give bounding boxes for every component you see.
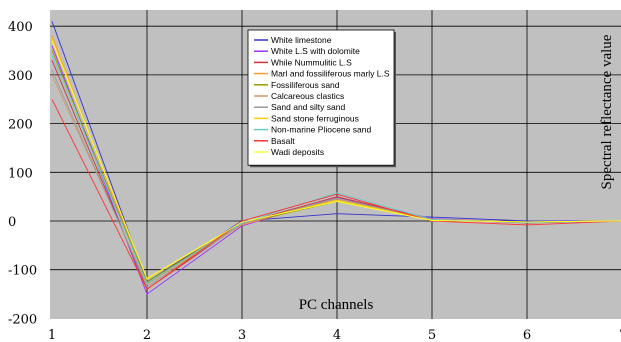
y-tick-label-2: 300 [8, 69, 33, 84]
x-tick-labels: 1234567 [48, 328, 621, 342]
legend-label-1: White limestone [271, 35, 332, 45]
y-tick-label-6: -100 [8, 264, 37, 279]
x-tick-label-3: 3 [238, 328, 246, 342]
x-tick-label-5: 5 [428, 328, 436, 342]
legend-label-2: White L.S with dolomite [271, 46, 360, 56]
y-tick-label-7: -200 [8, 312, 37, 327]
legend-label-7: Sand and silty sand [271, 102, 345, 112]
legend-label-5: Fossiliferous sand [271, 80, 340, 90]
y-tick-label-5: 0 [8, 215, 16, 230]
legend-label-6: Calcareous clastics [271, 91, 344, 101]
x-tick-label-4: 4 [333, 328, 341, 342]
x-tick-label-2: 2 [143, 328, 151, 342]
legend-label-3: While Nummulitic L.S [271, 57, 352, 67]
x-axis-title: PC channels [299, 297, 374, 313]
legend-label-8: Sand stone ferruginous [271, 113, 359, 123]
y-axis-title: Spectral reflectance value [599, 34, 615, 189]
legend-label-10: Basalt [271, 136, 295, 146]
y-tick-label-3: 200 [8, 118, 33, 133]
y-tick-labels: 400 300 200 100 0 -100 -200 [8, 20, 37, 327]
x-tick-label-1: 1 [48, 328, 56, 342]
y-tick-label-4: 100 [8, 166, 33, 181]
legend-label-9: Non-marine Pliocene sand [271, 125, 371, 135]
y-tick-label-1: 400 [8, 20, 33, 35]
legend-label-11: Wadi deposits [271, 147, 324, 157]
x-tick-label-6: 6 [523, 328, 531, 342]
legend-label-4: Marl and fossiliferous marly L.S [271, 69, 390, 79]
